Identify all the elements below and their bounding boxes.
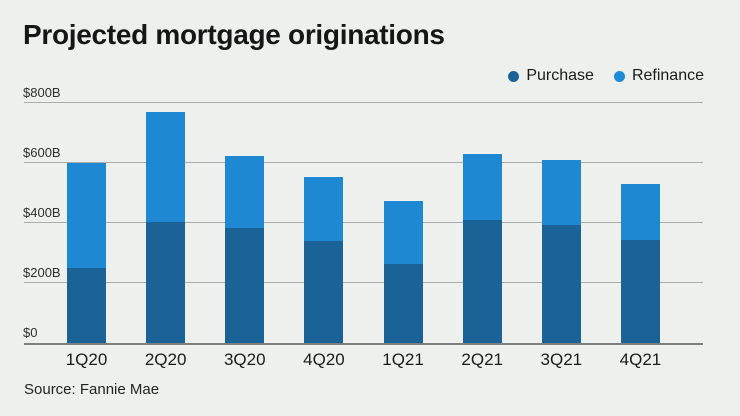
legend-label-purchase: Purchase <box>526 67 594 84</box>
bar-segment-refinance-1Q21 <box>383 200 423 264</box>
gridline-600 <box>24 162 703 163</box>
bar-segment-refinance-4Q20 <box>304 176 344 241</box>
purchase-legend-dot-icon <box>508 70 520 82</box>
bar-segment-purchase-3Q21 <box>541 224 581 343</box>
bar-segment-purchase-3Q20 <box>225 227 265 343</box>
y-axis-tick-label: $600B <box>23 145 61 160</box>
bar-group-4Q21 <box>620 103 660 343</box>
gridline-400 <box>24 222 703 223</box>
bar-segment-refinance-3Q20 <box>225 155 265 228</box>
bar-segment-purchase-4Q21 <box>620 239 660 343</box>
bar-segment-purchase-4Q20 <box>304 241 344 343</box>
x-axis-tick-label-4Q21: 4Q21 <box>619 350 662 369</box>
bar-group-3Q21 <box>541 103 581 343</box>
bar-segment-refinance-3Q21 <box>541 160 581 225</box>
bar-group-1Q21 <box>383 103 423 343</box>
gridline-200 <box>24 282 703 283</box>
chart-title: Projected mortgage originations <box>23 19 445 50</box>
bar-segment-purchase-2Q21 <box>462 220 502 343</box>
y-axis-tick-label: $200B <box>23 265 61 280</box>
refinance-legend-dot-icon <box>613 70 625 82</box>
x-axis-tick-label-3Q20: 3Q20 <box>223 350 266 369</box>
x-axis-tick-label-1Q20: 1Q20 <box>65 350 108 369</box>
y-axis-tick-label: $400B <box>23 205 61 220</box>
legend-item-purchase: Purchase <box>508 67 594 85</box>
bar-group-2Q21 <box>462 103 502 343</box>
legend-label-refinance: Refinance <box>631 67 704 84</box>
x-axis-tick-label-4Q20: 4Q20 <box>303 350 345 369</box>
source-attribution: Source: Fannie Mae <box>24 381 160 398</box>
bar-segment-purchase-1Q21 <box>383 263 423 343</box>
bar-segment-purchase-1Q20 <box>67 268 106 343</box>
bar-segment-refinance-2Q21 <box>462 154 502 220</box>
bar-group-3Q20 <box>225 103 265 343</box>
y-axis-tick-label: $800B <box>23 85 61 100</box>
legend-item-refinance: Refinance <box>613 67 704 85</box>
bar-segment-refinance-4Q21 <box>620 184 660 240</box>
x-axis-tick-label-2Q20: 2Q20 <box>144 350 187 369</box>
bar-group-2Q20 <box>146 103 186 343</box>
bar-group-4Q20 <box>304 103 344 343</box>
x-axis-tick-label-3Q21: 3Q21 <box>540 350 583 369</box>
legend: Purchase Refinance <box>508 67 704 85</box>
y-axis-tick-label: $0 <box>23 325 38 340</box>
x-axis-tick-label-2Q21: 2Q21 <box>461 350 503 369</box>
bar-segment-refinance-2Q20 <box>146 112 186 222</box>
gridline-800 <box>24 102 703 103</box>
x-axis-tick-label-1Q21: 1Q21 <box>382 350 424 369</box>
chart-plot-area: $0 $200B $400B $600B $800B 1Q20 2Q20 3Q20 4Q20 1Q… <box>23 86 703 369</box>
bar-group-1Q20 <box>67 103 106 343</box>
bar-segment-purchase-2Q20 <box>146 221 186 343</box>
bar-segment-refinance-1Q20 <box>67 163 106 268</box>
